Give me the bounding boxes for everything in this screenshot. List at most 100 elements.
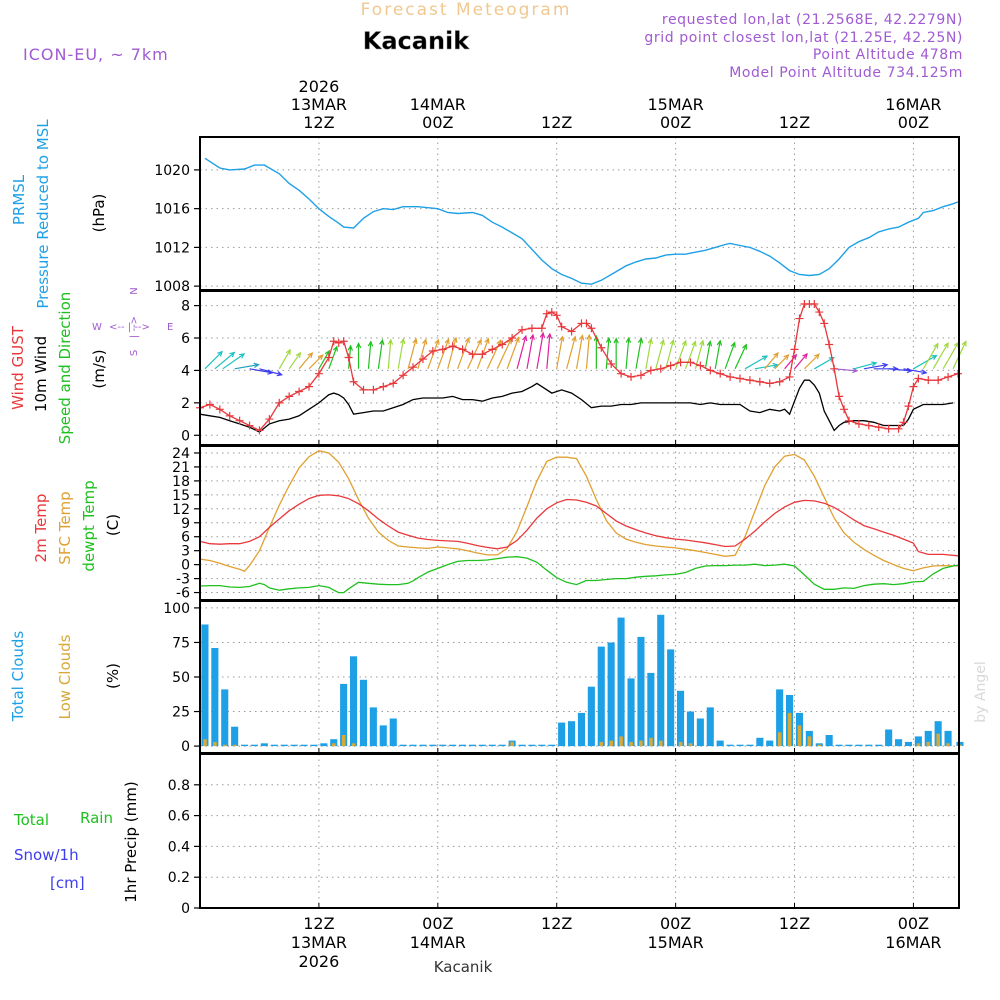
total-cloud-bar bbox=[934, 721, 942, 747]
total-cloud-bar bbox=[627, 678, 635, 747]
wind-direction-arrow bbox=[397, 338, 405, 369]
wind-direction-arrow bbox=[536, 333, 544, 369]
top-time-label: 14MAR bbox=[410, 95, 466, 114]
wind-direction-arrowhead bbox=[347, 344, 353, 351]
wind-gust-marker bbox=[795, 314, 804, 323]
wind-direction-arrowhead bbox=[367, 340, 374, 347]
bottom-time-label: 14MAR bbox=[410, 933, 466, 952]
low-cloud-bar bbox=[926, 741, 931, 746]
total-cloud-bar bbox=[617, 617, 625, 747]
wind-direction-arrowhead bbox=[605, 336, 612, 344]
total-cloud-bar bbox=[568, 721, 576, 747]
wind-direction-arrowhead bbox=[772, 362, 779, 369]
y-tick-label: 0 bbox=[181, 739, 190, 755]
wind-direction-arrowhead bbox=[783, 354, 790, 361]
wind-label-gust: Wind GUST bbox=[9, 325, 27, 410]
pressure-panel-labels: PRMSL Pressure Reduced to MSL (hPa) bbox=[10, 119, 108, 309]
wind-gust-marker bbox=[706, 366, 715, 375]
wind-direction-arrow bbox=[942, 342, 959, 370]
wind-gust-marker bbox=[369, 385, 378, 394]
wind-direction-arrowhead bbox=[571, 335, 577, 342]
wind-direction-arrowhead bbox=[422, 338, 428, 345]
total-cloud-bar bbox=[201, 624, 209, 747]
wind-gust-marker bbox=[255, 426, 264, 435]
wind-direction-arrowhead bbox=[730, 341, 736, 348]
y-tick-label: 24 bbox=[172, 446, 190, 462]
low-cloud-bar bbox=[223, 744, 227, 747]
wind-direction-arrow bbox=[724, 342, 736, 370]
total-cloud-bar bbox=[280, 744, 288, 747]
low-cloud-bar bbox=[678, 741, 683, 746]
low-cloud-bar bbox=[787, 712, 792, 747]
wind-direction-arrow bbox=[684, 341, 697, 370]
wind-direction-arrowhead bbox=[434, 338, 440, 345]
wind-gust-marker bbox=[557, 322, 566, 331]
wind-direction-arrow bbox=[774, 354, 789, 370]
wind-label-10m: 10m Wind bbox=[32, 336, 50, 412]
pressure-units: (hPa) bbox=[90, 194, 108, 233]
wind-gust-marker bbox=[646, 366, 655, 375]
total-cloud-bar bbox=[231, 726, 239, 746]
wind-direction-arrow bbox=[516, 336, 527, 369]
wind-direction-arrowhead bbox=[961, 340, 967, 347]
wind-direction-arrowhead bbox=[496, 339, 502, 346]
wind-direction-arrowhead bbox=[931, 354, 938, 360]
low-cloud-bar bbox=[777, 732, 782, 747]
wind-gust-marker bbox=[597, 343, 606, 352]
y-tick-label: 0 bbox=[181, 901, 190, 917]
compass-s: S bbox=[129, 350, 140, 356]
top-time-label: 2026 bbox=[299, 77, 340, 96]
wind-direction-arrowhead bbox=[476, 338, 482, 345]
cloud-label-low: Low Clouds bbox=[56, 634, 74, 719]
total-cloud-bar bbox=[379, 725, 387, 747]
watermark: by Angel bbox=[973, 661, 989, 722]
wind-panel-labels: Wind GUST 10m Wind Speed and Direction (… bbox=[9, 287, 173, 444]
wind-gust-marker bbox=[884, 424, 893, 433]
total-cloud-bar bbox=[746, 744, 754, 747]
total-cloud-bar bbox=[924, 730, 932, 747]
total-cloud-bar bbox=[498, 744, 506, 747]
total-cloud-bar bbox=[776, 689, 784, 747]
total-cloud-bar bbox=[468, 744, 476, 747]
wind-gust-marker bbox=[790, 345, 799, 354]
wind-direction-arrowhead bbox=[307, 351, 314, 359]
wind-direction-arrow bbox=[556, 336, 563, 369]
wind-direction-arrow bbox=[308, 354, 324, 370]
total-cloud-bar bbox=[241, 744, 249, 747]
wind-direction-arrow bbox=[903, 368, 927, 374]
wind-gust-marker bbox=[537, 324, 546, 333]
wind-gust-marker bbox=[656, 364, 665, 373]
wind-direction-arrow bbox=[675, 340, 687, 370]
wind-gust-marker bbox=[245, 421, 254, 430]
wind-gust-marker bbox=[845, 416, 854, 425]
wind-gust-marker bbox=[349, 377, 358, 386]
wind-direction-arrow bbox=[417, 339, 427, 369]
wind-gust-marker bbox=[587, 324, 596, 333]
y-tick-label: -3 bbox=[176, 572, 190, 588]
wind-gust-marker bbox=[726, 372, 735, 381]
wind-gust-marker bbox=[755, 377, 764, 386]
wind-gust-marker bbox=[265, 415, 274, 424]
wind-gust-marker bbox=[498, 340, 507, 349]
wind-direction-arrow bbox=[922, 343, 939, 370]
total-cloud-bar bbox=[409, 744, 417, 747]
bottom-time-label: 12Z bbox=[541, 914, 572, 933]
wind-direction-arrow bbox=[377, 340, 383, 369]
total-cloud-bar bbox=[657, 614, 665, 747]
wind-direction-arrowhead bbox=[253, 362, 260, 369]
wind-direction-arrowhead bbox=[539, 331, 546, 339]
total-cloud-bar bbox=[914, 736, 922, 747]
total-cloud-bar bbox=[607, 642, 615, 747]
requested-point: requested lon,lat (21.2568E, 42.2279N) bbox=[662, 12, 963, 28]
wind-gust-marker bbox=[399, 371, 408, 380]
wind-gust-marker bbox=[518, 325, 527, 334]
wind-gust-marker bbox=[874, 423, 883, 432]
pressure-line bbox=[204, 157, 959, 285]
total-cloud-bar bbox=[429, 744, 437, 747]
wind-gust-marker bbox=[627, 372, 636, 381]
wind-gust-marker bbox=[547, 308, 556, 317]
wind-direction-arrowhead bbox=[647, 337, 654, 345]
wind-gust-marker bbox=[899, 418, 908, 427]
wind-direction-arrow bbox=[234, 364, 259, 370]
